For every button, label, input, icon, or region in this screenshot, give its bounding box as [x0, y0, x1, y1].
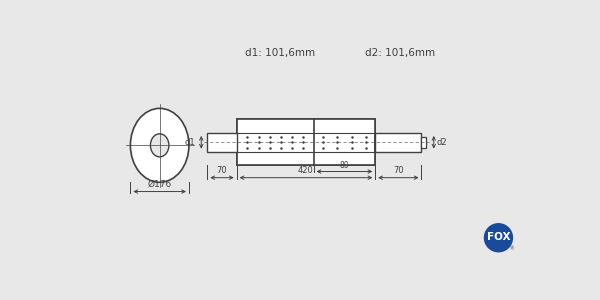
Text: 420: 420 — [298, 167, 314, 176]
Bar — [421, 137, 426, 148]
Text: 80: 80 — [340, 161, 349, 170]
Text: d1: 101,6mm: d1: 101,6mm — [245, 47, 316, 58]
Bar — [375, 133, 421, 152]
Circle shape — [485, 224, 512, 252]
Bar — [208, 133, 236, 152]
Ellipse shape — [130, 108, 189, 182]
Bar — [236, 119, 375, 133]
Text: Ø176: Ø176 — [148, 180, 172, 189]
Text: FOX: FOX — [487, 232, 510, 242]
Text: ®: ® — [509, 246, 514, 251]
Bar — [236, 119, 375, 165]
Bar — [236, 119, 375, 165]
Text: d1: d1 — [184, 138, 195, 147]
Text: d2: 101,6mm: d2: 101,6mm — [365, 47, 435, 58]
Text: d2: d2 — [437, 138, 448, 147]
Text: 70: 70 — [393, 167, 404, 176]
Ellipse shape — [151, 134, 169, 157]
Bar — [236, 152, 375, 165]
Text: 70: 70 — [217, 167, 227, 176]
